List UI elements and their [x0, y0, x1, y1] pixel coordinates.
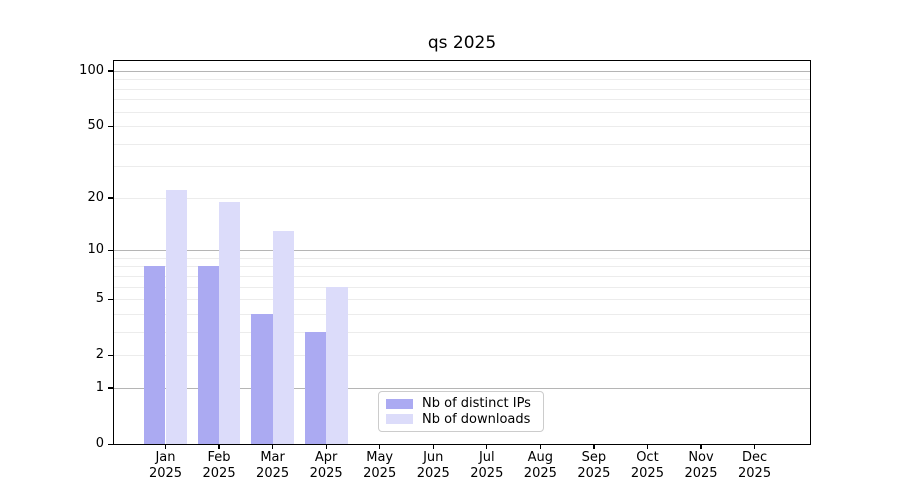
x-tick-mark [700, 444, 702, 449]
legend-item-distinct-ips: Nb of distinct IPs [386, 396, 535, 412]
x-tick-mark [539, 444, 542, 449]
chart-title: qs 2025 [427, 33, 497, 53]
minor-gridline [114, 275, 810, 277]
plot-area [114, 61, 810, 444]
y-tick-label: 1 [95, 379, 104, 395]
major-gridline [114, 387, 810, 389]
x-tick-mark [218, 444, 220, 449]
x-tick-mark [486, 444, 488, 449]
y-tick-mark [108, 70, 113, 72]
x-tick-label: Feb 2025 [202, 450, 236, 481]
x-tick-label: Jan 2025 [148, 450, 183, 481]
y-tick-mark [108, 125, 113, 127]
legend-swatch-distinct-ips-icon [386, 398, 413, 409]
major-gridline [114, 250, 810, 252]
x-tick-mark [753, 444, 756, 449]
minor-gridline [114, 88, 810, 90]
bar-downloads [219, 201, 241, 444]
legend-item-downloads: Nb of downloads [386, 412, 535, 428]
major-gridline [114, 70, 810, 72]
y-tick-label: 0 [95, 436, 104, 451]
bar-downloads [326, 286, 348, 444]
bar-distinct-ips [304, 331, 327, 444]
minor-gridline [114, 313, 810, 315]
y-tick-mark [108, 298, 113, 300]
y-tick-mark [108, 354, 113, 356]
y-tick-mark [108, 387, 113, 389]
x-tick-mark [432, 444, 434, 449]
y-tick-label: 20 [87, 189, 104, 205]
x-tick-mark [325, 444, 327, 449]
x-tick-label: Sep 2025 [577, 450, 611, 481]
x-tick-label: Jun 2025 [416, 450, 450, 481]
bar-downloads [272, 230, 294, 444]
x-tick-label: May 2025 [363, 450, 397, 481]
minor-gridline [114, 166, 810, 168]
x-tick-mark [593, 444, 595, 449]
bar-distinct-ips [197, 266, 220, 444]
x-tick-mark [379, 444, 381, 449]
minor-gridline [114, 286, 810, 288]
y-tick-label: 100 [79, 62, 104, 78]
minor-gridline [114, 126, 810, 128]
bar-downloads [165, 190, 187, 444]
bar-distinct-ips [144, 266, 166, 444]
x-tick-label: Apr 2025 [309, 450, 343, 481]
x-tick-mark [272, 444, 274, 449]
legend-label-distinct-ips: Nb of distinct IPs [422, 396, 531, 412]
y-tick-label: 5 [95, 291, 104, 307]
x-tick-mark [646, 444, 649, 449]
minor-gridline [114, 111, 810, 113]
x-tick-label: Dec 2025 [738, 450, 772, 481]
x-tick-label: Nov 2025 [684, 450, 718, 481]
minor-gridline [114, 197, 810, 199]
minor-gridline [114, 79, 810, 81]
minor-gridline [114, 299, 810, 301]
legend-swatch-downloads-icon [386, 414, 413, 425]
minor-gridline [114, 99, 810, 101]
minor-gridline [114, 143, 810, 145]
x-tick-label: Jul 2025 [470, 450, 504, 481]
y-tick-label: 10 [87, 242, 104, 258]
y-tick-label: 2 [95, 347, 104, 363]
y-tick-mark [108, 443, 113, 445]
y-tick-mark [108, 197, 113, 199]
y-tick-mark [108, 249, 113, 251]
x-tick-label: Aug 2025 [523, 450, 557, 481]
minor-gridline [114, 257, 810, 259]
x-tick-label: Oct 2025 [630, 450, 664, 481]
minor-gridline [114, 266, 810, 268]
bar-distinct-ips [251, 313, 273, 444]
x-tick-mark [164, 444, 167, 449]
x-tick-label: Mar 2025 [256, 450, 290, 481]
y-tick-label: 50 [87, 118, 104, 134]
minor-gridline [114, 355, 810, 357]
minor-gridline [114, 331, 810, 333]
legend-label-downloads: Nb of downloads [422, 411, 531, 427]
legend: Nb of distinct IPs Nb of downloads [378, 391, 544, 432]
